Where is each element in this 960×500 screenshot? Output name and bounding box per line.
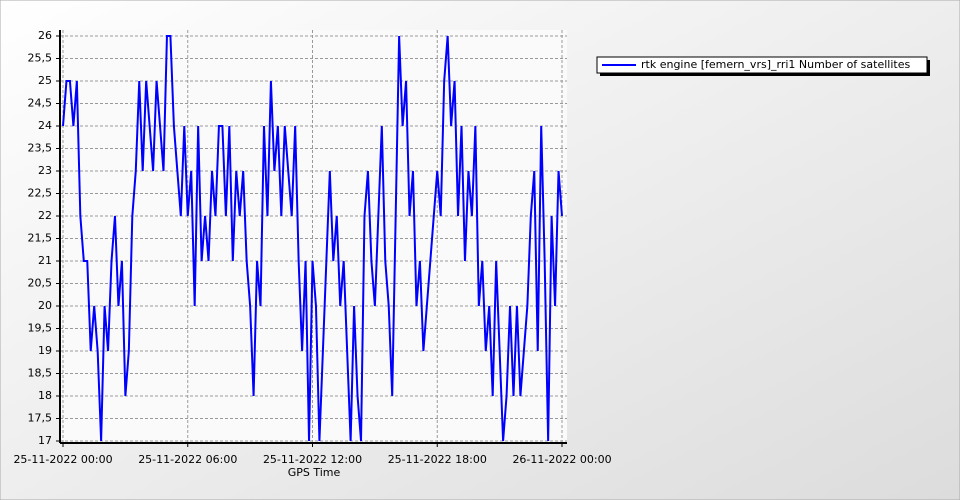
y-tick-label: 21 [38, 254, 52, 267]
x-tick-label: 25-11-2022 06:00 [138, 453, 237, 466]
y-tick-label: 23 [38, 164, 52, 177]
legend-label: rtk engine [femern_vrs]_rri1 Number of s… [641, 58, 910, 71]
y-tick-label: 25 [38, 74, 52, 87]
data-line [62, 35, 563, 442]
x-tick-label: 26-11-2022 00:00 [512, 453, 611, 466]
y-tick-label: 19 [38, 344, 52, 357]
y-tick-label: 23,5 [28, 142, 53, 155]
y-tick-label: 18 [38, 389, 52, 402]
legend [596, 56, 930, 76]
legend-box [596, 56, 928, 74]
y-tick-label: 20 [38, 299, 52, 312]
y-tick-label: 19,5 [28, 322, 53, 335]
y-tick-label: 17,5 [28, 412, 53, 425]
y-tick-label: 24,5 [28, 97, 53, 110]
y-tick-label: 25,5 [28, 52, 53, 65]
x-tick-label: 25-11-2022 12:00 [263, 453, 362, 466]
x-tick-label: 25-11-2022 00:00 [13, 453, 112, 466]
y-tick-label: 18,5 [28, 367, 53, 380]
y-tick-label: 24 [38, 119, 52, 132]
x-axis-label: GPS Time [288, 466, 341, 479]
y-tick-label: 22 [38, 209, 52, 222]
x-tick-label: 25-11-2022 18:00 [388, 453, 487, 466]
plot-area [60, 30, 567, 443]
y-tick-label: 21,5 [28, 232, 53, 245]
y-tick-label: 17 [38, 434, 52, 447]
y-tick-label: 20,5 [28, 277, 53, 290]
y-tick-label: 22,5 [28, 187, 53, 200]
y-tick-label: 26 [38, 29, 52, 42]
